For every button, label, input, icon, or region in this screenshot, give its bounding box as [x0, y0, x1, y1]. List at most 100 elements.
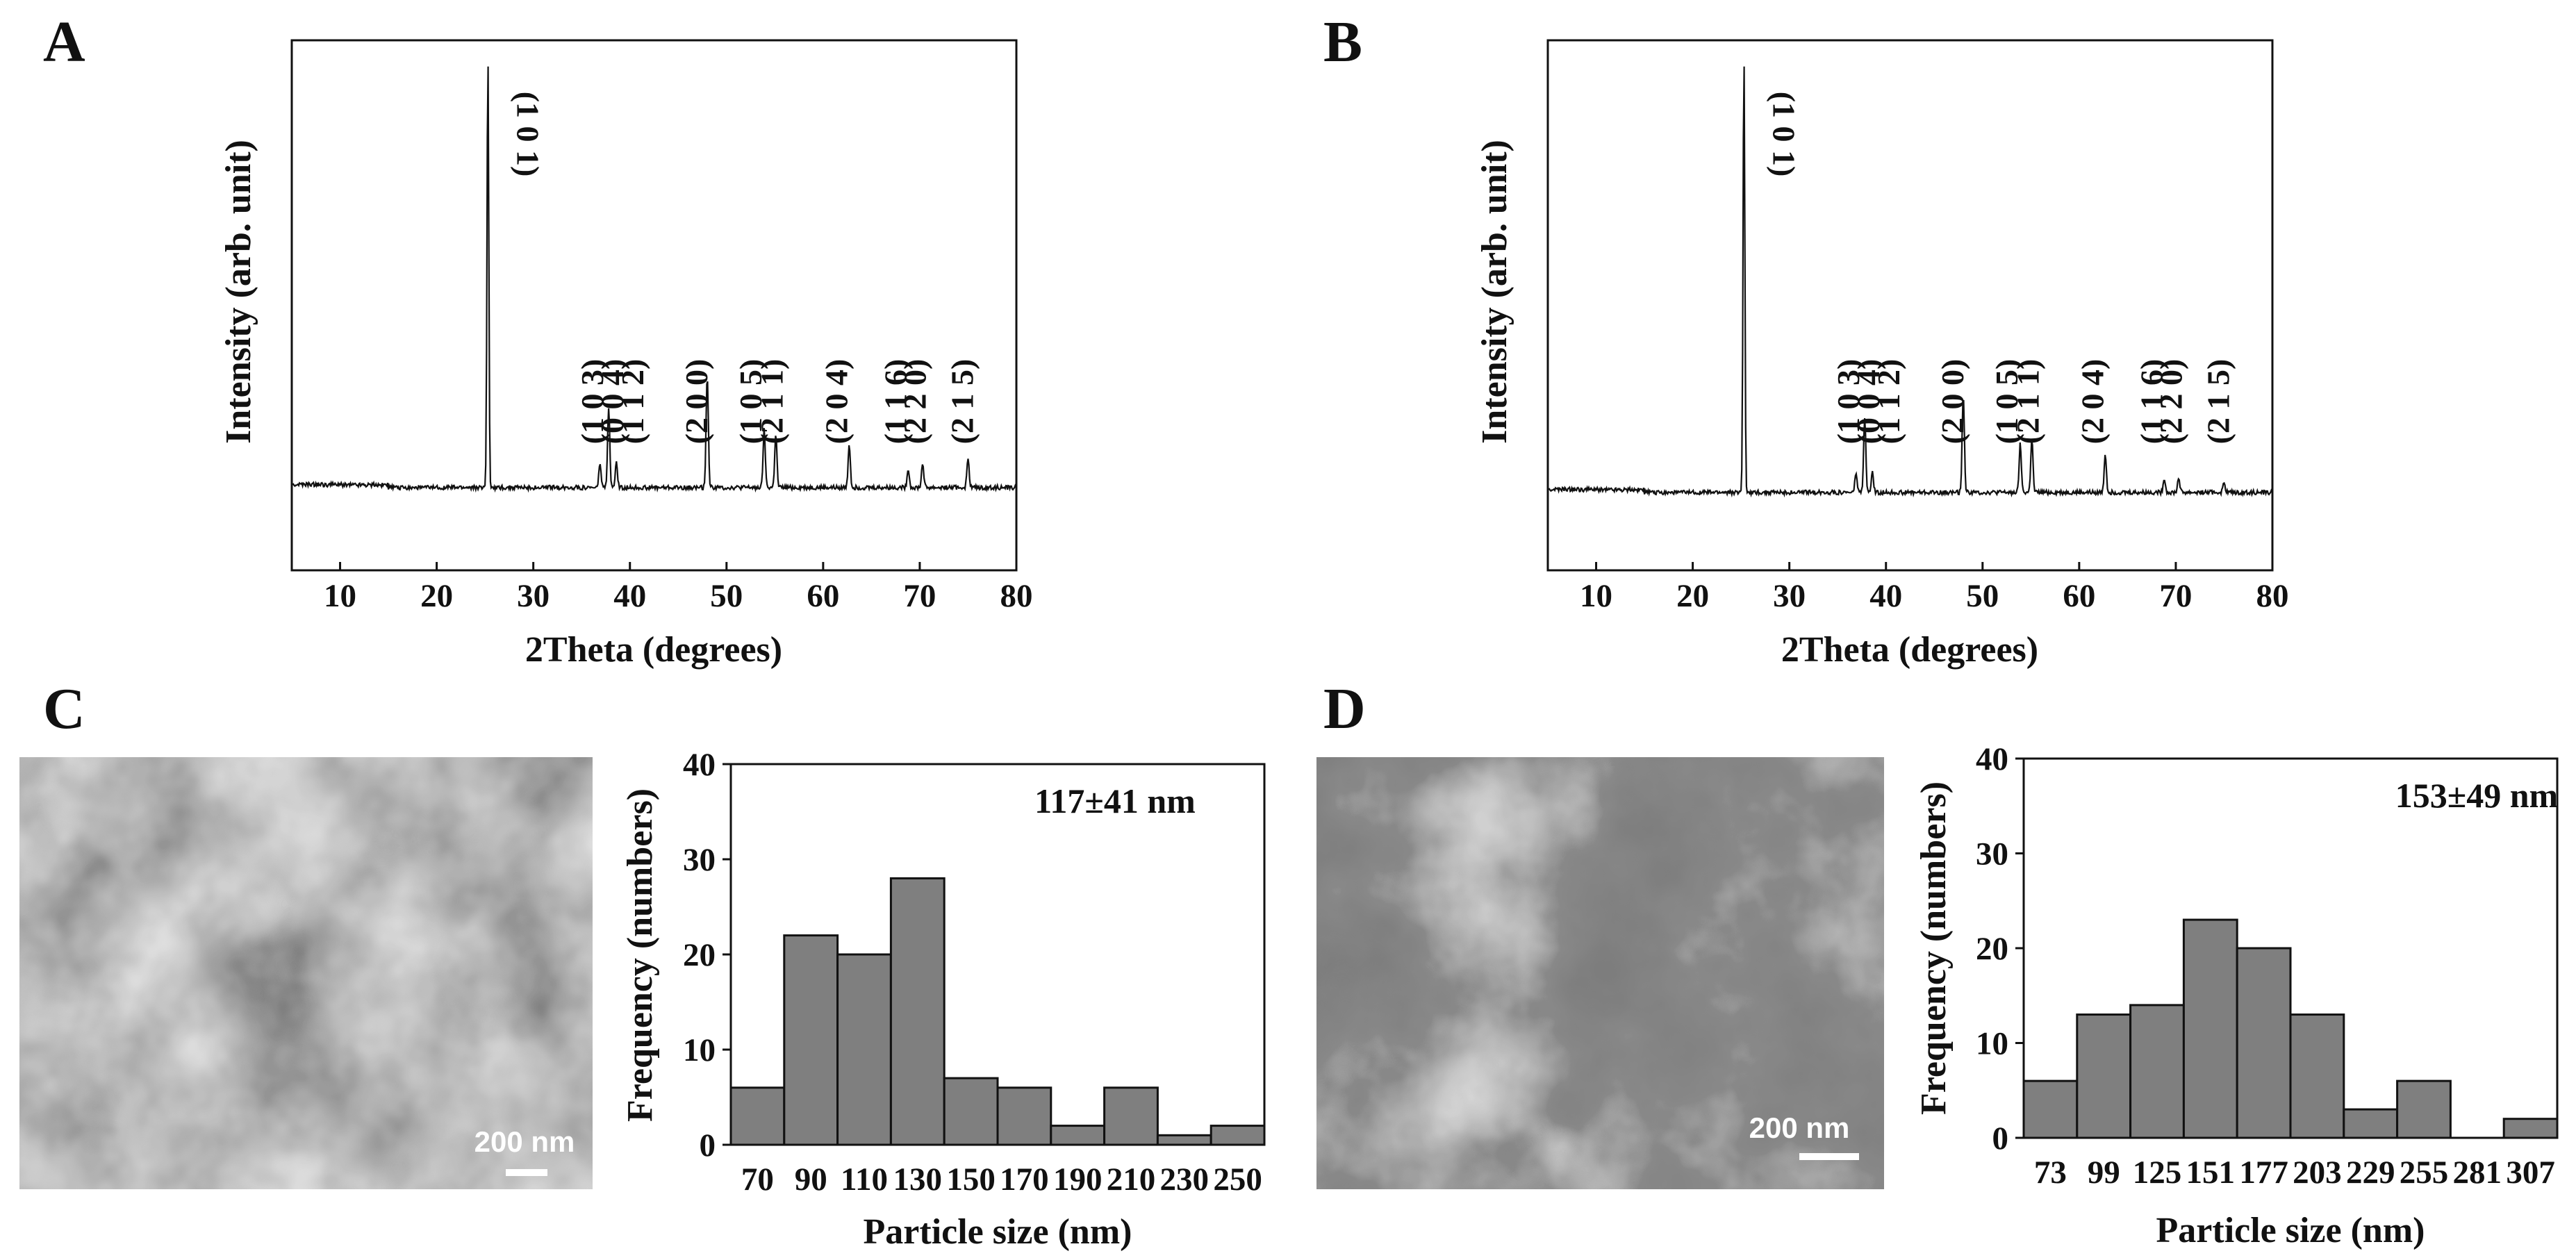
diffraction-line — [291, 66, 1017, 493]
x-tick-label: 40 — [613, 578, 646, 614]
x-tick-label: 255 — [2400, 1154, 2449, 1191]
y-tick-label: 40 — [683, 747, 716, 783]
hkl-label: (1 0 1) — [510, 92, 545, 177]
hkl-label: (0 0 4) — [595, 359, 630, 445]
x-tick-label: 307 — [2506, 1154, 2555, 1191]
histogram-bar — [2022, 1079, 2079, 1139]
hkl-label: (2 0 4) — [2075, 359, 2111, 445]
hkl-label: (2 0 0) — [679, 359, 714, 445]
histogram-bar — [1209, 1125, 1266, 1146]
histogram-bar — [1156, 1134, 1212, 1146]
y-axis-title: Frequency (numbers) — [620, 788, 660, 1122]
sem-image-c: 200 nm — [19, 757, 593, 1189]
y-tick-label: 10 — [1976, 1026, 2008, 1062]
y-axis-title: Intensity (arb. unit) — [219, 140, 258, 444]
xrd-chart-a: 10 20 30 40 50 60 70 80 (1 0 1)(1 0 3)(0 0 4)(1… — [219, 39, 1033, 670]
histogram-bar — [2129, 1004, 2185, 1139]
hkl-label: (2 2 0) — [2153, 359, 2188, 445]
histogram-bar — [783, 934, 839, 1146]
x-tick-label: 70 — [2159, 578, 2192, 614]
x-tick-label: 73 — [2034, 1154, 2067, 1191]
histogram-c: 70 90 110 130 150 170 190 210 230 250 0 10 20 30 40 1… — [620, 747, 1266, 1252]
histogram-bar — [729, 1086, 786, 1146]
hkl-label: (1 0 1) — [1766, 92, 1801, 177]
x-tick-label: 203 — [2293, 1154, 2342, 1191]
y-tick-label: 30 — [1976, 836, 2008, 872]
x-tick-label: 230 — [1160, 1161, 1209, 1198]
x-tick-label: 125 — [2133, 1154, 2182, 1191]
x-tick-label: 190 — [1053, 1161, 1103, 1198]
histogram-bar — [1103, 1086, 1159, 1146]
x-tick-label: 30 — [517, 578, 550, 614]
x-tick-label: 70 — [903, 578, 936, 614]
x-axis-title: Particle size (nm) — [864, 1212, 1132, 1252]
y-axis-title: Intensity (arb. unit) — [1475, 140, 1514, 444]
diffraction-line — [1547, 66, 2273, 498]
scale-bar-label: 200 nm — [474, 1125, 575, 1158]
x-tick-label: 10 — [324, 578, 356, 614]
xrd-trace-b — [1547, 66, 2273, 498]
histogram-bar — [2289, 1013, 2345, 1139]
y-tick-label: 40 — [1976, 741, 2008, 777]
x-tick-label: 60 — [2063, 578, 2095, 614]
x-tick-label: 229 — [2346, 1154, 2395, 1191]
x-axis-title: 2Theta (degrees) — [525, 630, 782, 670]
y-tick-label: 0 — [700, 1127, 716, 1164]
histogram-bar — [2343, 1108, 2399, 1139]
histogram-bar — [2396, 1079, 2452, 1139]
x-tick-label: 20 — [420, 578, 453, 614]
x-axis-title: Particle size (nm) — [2156, 1211, 2425, 1250]
x-tick-label: 30 — [1773, 578, 1806, 614]
hkl-label: (2 1 5) — [944, 359, 980, 445]
x-tick-label: 177 — [2239, 1154, 2288, 1191]
hkl-label: (2 1 5) — [2200, 359, 2236, 445]
histogram-bar — [889, 877, 946, 1146]
x-tick-label: 151 — [2186, 1154, 2236, 1191]
x-tick-label: 150 — [946, 1161, 996, 1198]
x-tick-label: 130 — [893, 1161, 943, 1198]
hkl-label: (2 1 1) — [754, 359, 789, 445]
hkl-label: (0 0 4) — [1851, 359, 1886, 445]
x-tick-label: 250 — [1213, 1161, 1262, 1198]
hkl-label: (2 0 4) — [819, 359, 854, 445]
hkl-label: (1 1 6) — [877, 359, 913, 445]
x-tick-label: 10 — [1580, 578, 1612, 614]
x-tick-label: 99 — [2088, 1154, 2120, 1191]
y-tick-label: 0 — [1992, 1120, 2009, 1157]
hkl-label: (1 0 3) — [575, 359, 610, 445]
y-tick-label: 30 — [683, 842, 716, 878]
histogram-d: 73 99 125 151 177 203 229 255 281 307 0 10 20 30 40 1… — [1914, 741, 2559, 1250]
xrd-chart-b: 10 20 30 40 50 60 70 80 (1 0 1)(1 0 3)(0 0 4)(1… — [1475, 39, 2289, 670]
y-tick-label: 20 — [683, 937, 716, 973]
hkl-label: (1 0 5) — [733, 359, 768, 445]
hkl-label: (1 1 2) — [1871, 359, 1906, 445]
scale-bar-label: 200 nm — [1749, 1111, 1850, 1144]
histogram-bar — [1050, 1125, 1106, 1146]
histogram-bar — [943, 1077, 999, 1146]
mean-size-annotation: 153±49 nm — [2395, 776, 2558, 815]
panel-label-a: A — [43, 10, 85, 74]
x-tick-label: 40 — [1869, 578, 1902, 614]
scale-bar — [1799, 1153, 1859, 1160]
xrd-trace-a — [291, 66, 1017, 493]
x-tick-label: 90 — [795, 1161, 827, 1198]
hkl-label: (2 2 0) — [897, 359, 932, 445]
x-axis-title: 2Theta (degrees) — [1781, 630, 2038, 670]
x-tick-label: 170 — [1000, 1161, 1049, 1198]
x-tick-label: 80 — [1000, 578, 1033, 614]
mean-size-annotation: 117±41 nm — [1034, 781, 1196, 820]
y-tick-label: 20 — [1976, 931, 2008, 967]
histogram-bar — [996, 1086, 1052, 1146]
y-axis-title: Frequency (numbers) — [1914, 781, 1954, 1115]
scale-bar — [506, 1169, 547, 1176]
hkl-label: (2 0 0) — [1935, 359, 1970, 445]
x-tick-label: 80 — [2256, 578, 2289, 614]
hkl-label: (1 0 5) — [1989, 359, 2024, 445]
histogram-bar — [2076, 1013, 2132, 1139]
x-tick-label: 50 — [1966, 578, 1999, 614]
plot-frame — [290, 39, 1018, 572]
x-tick-label: 281 — [2453, 1154, 2502, 1191]
x-tick-label: 20 — [1676, 578, 1709, 614]
histogram-bar — [2236, 947, 2292, 1139]
